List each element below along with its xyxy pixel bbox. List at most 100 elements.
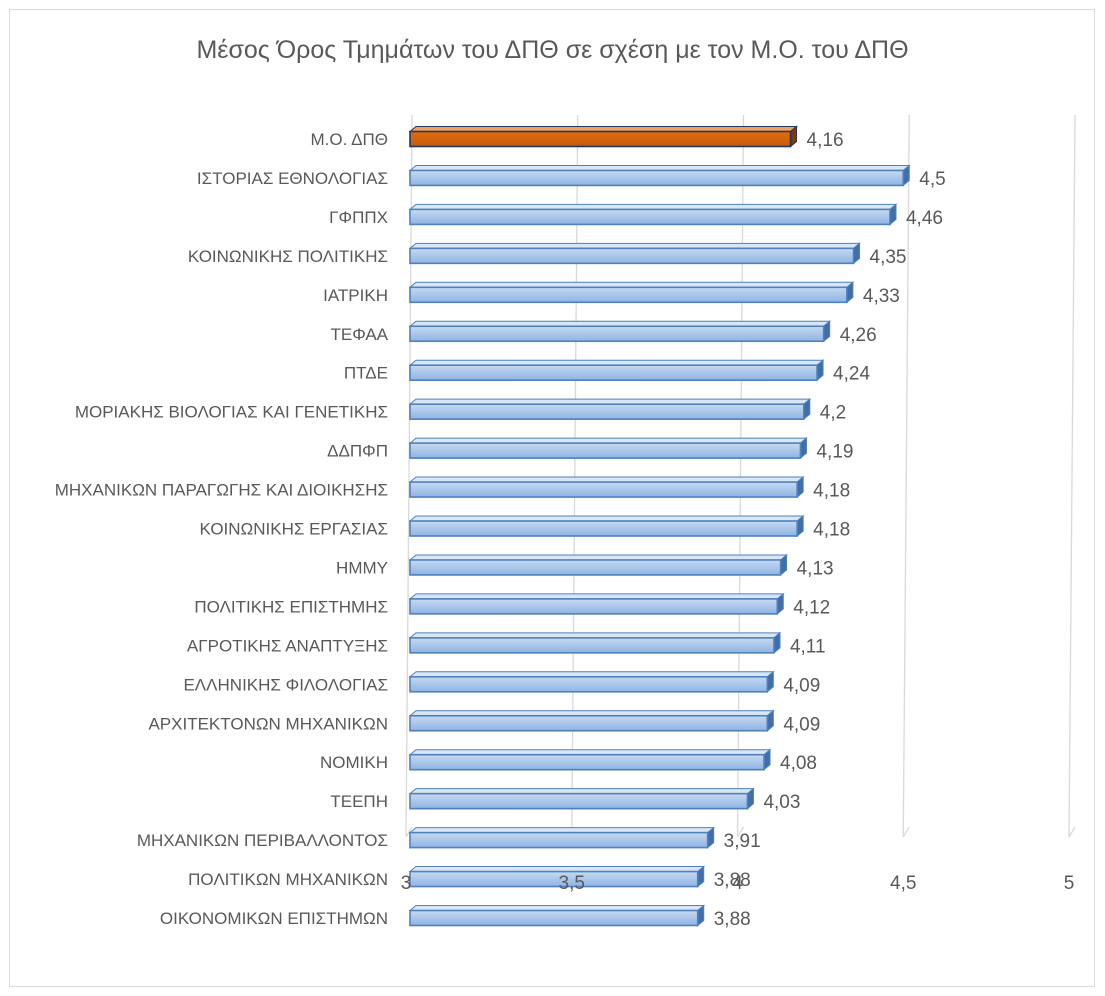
data-label: 4,35 <box>870 247 907 268</box>
category-label: ΠΟΛΙΤΙΚΩΝ ΜΗΧΑΝΙΚΩΝ <box>188 870 388 889</box>
bar <box>408 281 855 304</box>
data-label: 3,88 <box>714 909 751 930</box>
category-label: ΤΕΕΠΗ <box>330 792 388 811</box>
x-tick-label: 3,5 <box>559 873 585 894</box>
category-label: ΗΜΜΥ <box>336 558 388 577</box>
bar <box>408 709 775 732</box>
gridline-foot <box>405 826 413 838</box>
data-label: 4,16 <box>807 130 844 151</box>
bar-front-face <box>409 870 699 888</box>
gridline <box>1068 114 1076 838</box>
bar-front-face <box>409 442 802 459</box>
data-label: 4,09 <box>783 675 820 696</box>
gridline-foot <box>1068 826 1076 838</box>
bar-front-face <box>409 286 848 304</box>
gridline <box>405 114 413 838</box>
bar-front-face <box>409 481 798 498</box>
category-label: ΤΕΦΑΑ <box>331 325 389 344</box>
bar <box>408 475 805 499</box>
bar-front-face <box>409 714 769 732</box>
bar <box>408 904 706 927</box>
data-label: 4,03 <box>763 792 800 813</box>
bar-front-face <box>409 909 699 927</box>
x-tick-label: 4,5 <box>890 873 916 894</box>
category-label: ΔΔΠΦΠ <box>327 442 388 461</box>
bar-front-face <box>409 364 818 382</box>
category-label: ΑΡΧΙΤΕΚΤΟΝΩΝ ΜΗΧΑΝΙΚΩΝ <box>148 714 388 733</box>
bar <box>408 787 755 810</box>
gridline <box>902 114 910 838</box>
category-label: ΜΗΧΑΝΙΚΩΝ ΠΑΡΑΓΩΓΗΣ ΚΑΙ ΔΙΟΙΚΗΣΗΣ <box>55 481 388 500</box>
bar <box>408 320 832 343</box>
gridline-foot <box>736 826 745 838</box>
bar <box>408 437 808 460</box>
category-label: ΙΣΤΟΡΙΑΣ ΕΘΝΟΛΟΓΙΑΣ <box>197 169 388 188</box>
data-label: 4,09 <box>783 714 820 735</box>
bar-front-face <box>409 559 782 576</box>
bar-front-face <box>409 792 749 810</box>
category-label: ΠΤΔΕ <box>344 364 388 383</box>
data-label: 4,18 <box>813 520 850 541</box>
data-label: 4,46 <box>906 208 943 229</box>
bar <box>408 865 706 888</box>
bar <box>408 592 785 615</box>
category-label: ΑΓΡΟΤΙΚΗΣ ΑΝΑΠΤΥΞΗΣ <box>187 636 388 655</box>
category-label: ΕΛΛΗΝΙΚΗΣ ΦΙΛΟΛΟΓΙΑΣ <box>183 675 388 694</box>
category-label: ΚΟΙΝΩΝΙΚΗΣ ΕΡΓΑΣΙΑΣ <box>200 520 389 539</box>
x-tick-label: 3 <box>401 873 412 894</box>
bar <box>408 514 805 538</box>
data-label: 4,13 <box>797 558 834 579</box>
bar <box>408 631 782 654</box>
bar-front-face <box>409 520 798 537</box>
data-label: 4,08 <box>780 753 817 774</box>
bar-front-face <box>409 753 765 771</box>
data-label: 4,12 <box>793 597 830 618</box>
data-label: 4,26 <box>840 325 877 346</box>
bar-front-face <box>409 208 891 226</box>
bar-front-face <box>409 637 775 654</box>
chart-title: Μέσος Όρος Τμημάτων του ΔΠΘ σε σχέση με … <box>196 36 909 64</box>
data-label: 4,19 <box>816 442 853 463</box>
x-tick-label: 4 <box>732 873 743 894</box>
data-label: 4,18 <box>813 481 850 502</box>
data-label: 4,24 <box>833 364 870 385</box>
bar-front-face <box>409 831 709 849</box>
data-label: 3,91 <box>724 831 761 852</box>
category-label: ΚΟΙΝΩΝΙΚΗΣ ΠΟΛΙΤΙΚΗΣ <box>188 247 388 266</box>
bar-front-face <box>409 675 769 693</box>
bar-front-face <box>409 169 905 187</box>
category-label: ΟΙΚΟΝΟΜΙΚΩΝ ΕΠΙΣΤΗΜΩΝ <box>160 909 388 928</box>
data-label: 4,2 <box>820 403 846 424</box>
category-label: ΠΟΛΙΤΙΚΗΣ ΕΠΙΣΤΗΜΗΣ <box>194 597 388 616</box>
bar <box>408 398 812 421</box>
bar-front-face <box>409 130 792 148</box>
bar <box>408 826 716 849</box>
bar <box>408 242 861 265</box>
bar <box>408 670 775 693</box>
bar <box>408 748 772 771</box>
bar-front-face <box>409 247 855 265</box>
bars <box>408 125 911 927</box>
gridline-foot <box>902 826 910 838</box>
bar <box>408 125 798 148</box>
data-label: 4,33 <box>863 286 900 307</box>
bar <box>408 359 825 382</box>
category-label: ΓΦΠΠΧ <box>329 208 388 227</box>
bar <box>408 203 898 226</box>
data-label: 3,88 <box>714 870 751 891</box>
category-label: Μ.Ο. ΔΠΘ <box>311 130 388 149</box>
category-label: ΙΑΤΡΙΚΗ <box>323 286 388 305</box>
x-tick-label: 5 <box>1064 873 1075 894</box>
category-label: ΜΗΧΑΝΙΚΩΝ ΠΕΡΙΒΑΛΛΟΝΤΟΣ <box>137 831 388 850</box>
bar-front-face <box>409 403 805 420</box>
data-label: 4,11 <box>790 636 826 657</box>
category-label: ΜΟΡΙΑΚΗΣ ΒΙΟΛΟΓΙΑΣ ΚΑΙ ΓΕΝΕΤΙΚΗΣ <box>75 403 388 422</box>
bar <box>408 164 911 187</box>
category-label: ΝΟΜΙΚΗ <box>320 753 388 772</box>
bar <box>408 553 788 577</box>
data-label: 4,5 <box>919 169 945 190</box>
bar-front-face <box>409 598 779 615</box>
bar-front-face <box>409 325 825 343</box>
labels: 3 3,5 4 4,5 5 Μ.Ο. ΔΠΘ 4,16 ΙΣΤΟΡΙΑΣ ΕΘΝΟΛΟΓΙΑΣ… <box>55 130 1075 930</box>
